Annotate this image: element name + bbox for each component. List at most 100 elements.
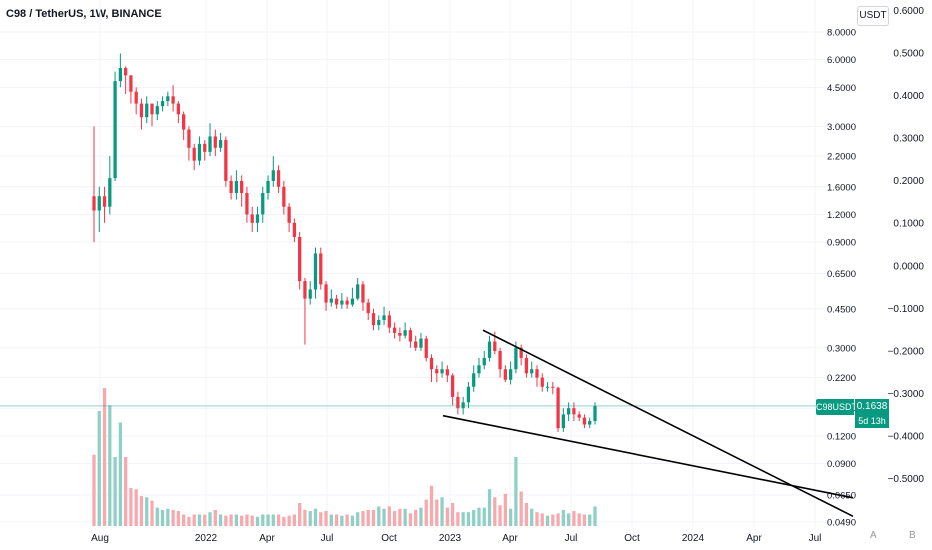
volume-bar	[450, 503, 455, 526]
price-axis-right-label: 0.2000	[893, 176, 924, 187]
volume-bar	[345, 514, 349, 526]
price-axis-left-label: 0.0490	[827, 518, 856, 529]
volume-bar	[150, 500, 154, 526]
volume-bar	[482, 507, 486, 526]
volume-bar	[208, 512, 212, 526]
volume-bar	[334, 514, 339, 526]
volume-bar	[218, 514, 223, 526]
auto-scale-toggle[interactable]: A	[870, 530, 877, 541]
price-axis-right-label: −0.2000	[888, 346, 925, 357]
candle-body	[266, 180, 270, 193]
candle-body	[408, 330, 413, 342]
candle-body	[250, 214, 254, 223]
volume-bar	[524, 503, 529, 526]
candle-body	[551, 386, 555, 388]
volume-bar	[271, 514, 275, 526]
volume-bar	[118, 422, 123, 526]
volume-bar	[166, 508, 170, 526]
price-axis-left-label: 3.0000	[827, 122, 856, 133]
candle-body	[145, 103, 149, 118]
candle-body	[319, 253, 323, 285]
volume-bar	[139, 496, 144, 526]
candle-body	[329, 298, 333, 303]
candle-body	[261, 192, 265, 215]
price-axis-right-label: 0.3000	[893, 134, 924, 145]
candle-body	[435, 369, 439, 374]
candle-body	[102, 196, 107, 207]
volume-bar	[197, 514, 202, 526]
candle-body	[524, 357, 529, 374]
candle-body	[150, 103, 154, 115]
candle-body	[340, 300, 344, 305]
candle-body	[276, 170, 281, 187]
volume-bar	[229, 514, 233, 526]
volume-bar	[588, 514, 592, 526]
volume-bar	[192, 514, 196, 526]
volume-bar	[382, 508, 386, 526]
volume-bar	[361, 511, 365, 526]
candlesticks	[92, 53, 597, 432]
volume-bar	[435, 499, 439, 526]
volume-bar	[350, 515, 355, 526]
price-axis-left-label: 0.9000	[827, 238, 856, 249]
candle-body	[171, 96, 175, 104]
candle-body	[176, 103, 181, 115]
time-axis-label: Oct	[624, 533, 640, 544]
price-axis-left-label: 2.2000	[827, 152, 856, 163]
volume-bar	[561, 509, 565, 526]
volume-bars	[92, 388, 597, 526]
candle-body	[461, 402, 465, 409]
price-axis-right: 0.6000 0.5000 0.4000 0.3000 0.2000 0.1000 0.00…	[888, 6, 925, 485]
volume-bar	[108, 405, 112, 526]
volume-bar	[377, 506, 381, 526]
candle-body	[392, 327, 397, 333]
price-axis-left-label: 0.6500	[827, 269, 856, 280]
volume-bar	[182, 514, 186, 526]
candle-body	[414, 341, 418, 348]
volume-bar	[477, 507, 481, 526]
candle-body	[403, 330, 407, 336]
volume-bar	[240, 515, 244, 526]
candle-body	[514, 347, 518, 370]
chart-title: C98 / TetherUS, 1W, BINANCE	[6, 8, 162, 20]
candle-body	[556, 387, 560, 429]
volume-bar	[187, 516, 191, 526]
log-scale-toggle[interactable]: B	[909, 530, 916, 541]
candle-body	[350, 298, 355, 305]
candle-body	[419, 338, 423, 348]
volume-bar	[308, 511, 312, 526]
candle-body	[540, 377, 544, 387]
volume-bar	[371, 509, 376, 526]
volume-bar	[298, 503, 302, 526]
candle-body	[240, 180, 244, 193]
volume-bar	[113, 457, 117, 526]
candle-body	[429, 357, 434, 370]
candle-body	[445, 369, 449, 376]
volume-bar	[282, 516, 286, 526]
price-axis-right-label: 0.4000	[893, 91, 924, 102]
candle-body	[566, 408, 571, 415]
badge-price: 0.1638	[855, 399, 889, 415]
candle-body	[582, 417, 587, 425]
candle-body	[92, 196, 96, 211]
price-axis-right-label: −0.4000	[888, 431, 925, 442]
volume-bar	[203, 514, 207, 526]
badge-countdown: 5d 13h	[855, 415, 889, 428]
volume-bar	[176, 511, 181, 526]
currency-button[interactable]: USDT	[857, 6, 889, 26]
volume-bar	[419, 507, 423, 526]
price-axis-right-label: 0.1000	[893, 219, 924, 230]
volume-bar	[514, 457, 518, 526]
volume-bar	[134, 489, 138, 526]
price-axis-left-label: 0.2200	[827, 373, 856, 384]
candle-body	[292, 222, 297, 237]
volume-bar	[551, 514, 555, 526]
candle-body	[466, 386, 471, 403]
upper-trendline	[482, 329, 854, 518]
volume-bar	[329, 514, 333, 526]
candle-body	[503, 369, 507, 380]
volume-bar	[408, 513, 413, 526]
volume-bar	[445, 507, 449, 526]
volume-bar	[472, 509, 476, 526]
